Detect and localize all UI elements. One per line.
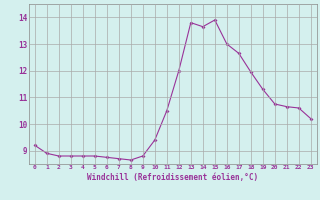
X-axis label: Windchill (Refroidissement éolien,°C): Windchill (Refroidissement éolien,°C) xyxy=(87,173,258,182)
